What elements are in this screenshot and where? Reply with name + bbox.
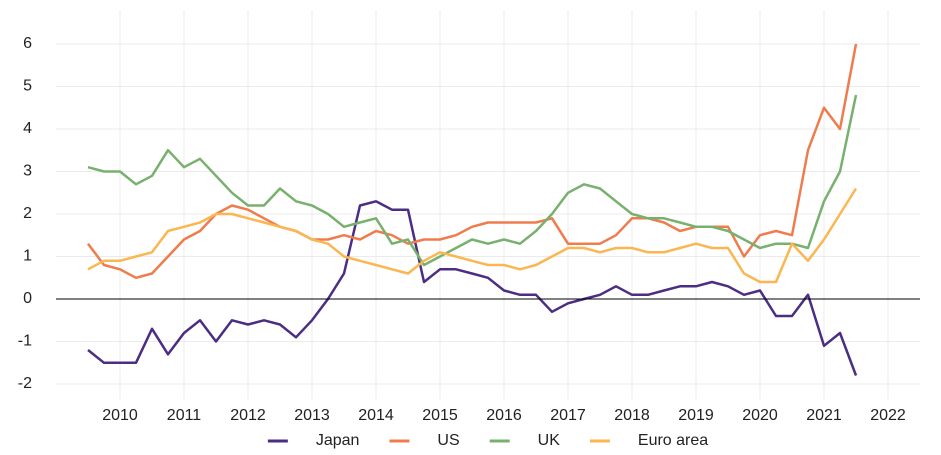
x-tick-label: 2016	[486, 407, 522, 424]
x-tick-label: 2021	[806, 407, 842, 424]
y-tick-label: 5	[23, 78, 32, 95]
x-tick-label: 2014	[358, 407, 394, 424]
x-tick-label: 2015	[422, 407, 458, 424]
x-tick-label: 2018	[614, 407, 650, 424]
y-tick-label: 1	[23, 248, 32, 265]
y-tick-label: 0	[23, 290, 32, 307]
x-tick-label: 2010	[102, 407, 138, 424]
legend-label: Euro area	[638, 432, 708, 449]
x-tick-label: 2022	[870, 407, 906, 424]
y-tick-label: 2	[23, 205, 32, 222]
x-tick-label: 2017	[550, 407, 586, 424]
x-tick-label: 2020	[742, 407, 778, 424]
series-line	[87, 187, 858, 284]
y-tick-label: -1	[18, 333, 32, 350]
y-tick-label: 4	[23, 120, 32, 137]
series-line	[87, 94, 858, 267]
legend-label: UK	[538, 432, 561, 449]
y-tick-label: 3	[23, 163, 32, 180]
y-tick-label: 6	[23, 35, 32, 52]
x-tick-label: 2013	[294, 407, 330, 424]
series-line	[87, 200, 858, 376]
legend-label: Japan	[316, 432, 360, 449]
legend-label: US	[437, 432, 459, 449]
y-tick-label: -2	[18, 375, 32, 392]
x-tick-label: 2012	[230, 407, 266, 424]
x-tick-label: 2011	[167, 407, 202, 424]
legend: Japan US UK Euro area	[267, 432, 708, 449]
x-tick-label: 2019	[678, 407, 714, 424]
